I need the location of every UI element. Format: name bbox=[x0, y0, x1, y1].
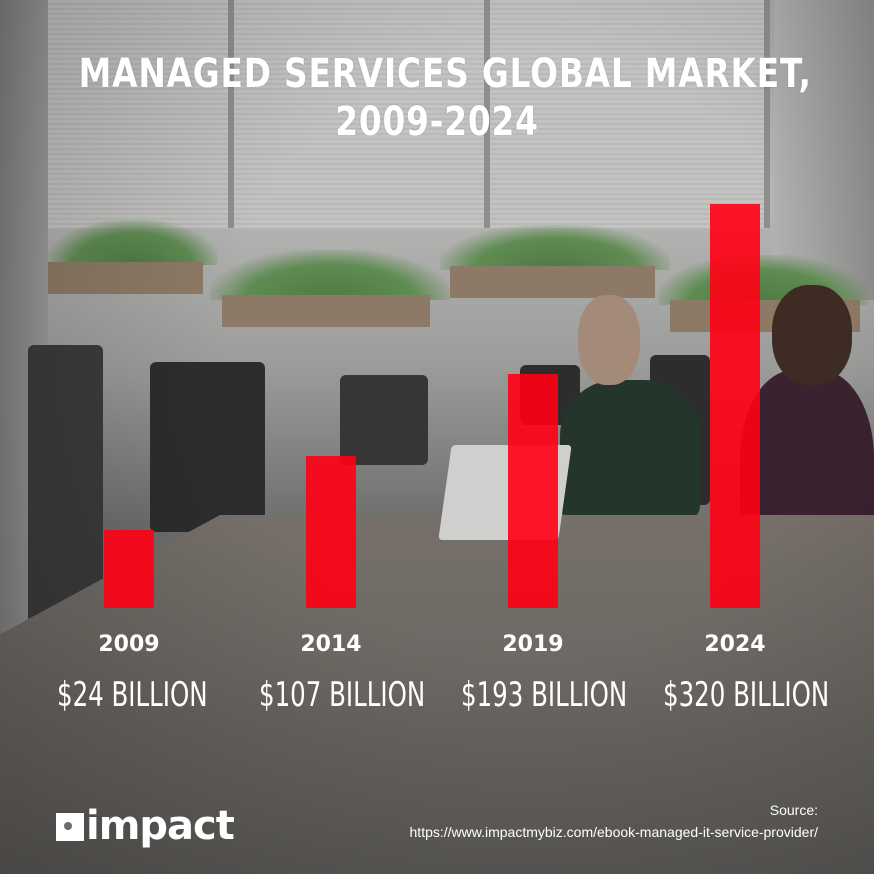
value-label: $320 BILLION bbox=[663, 675, 830, 715]
year-label: 2019 bbox=[502, 632, 564, 657]
plant bbox=[440, 225, 670, 270]
bar-2019 bbox=[508, 374, 558, 608]
title-line-2: 2009-2024 bbox=[335, 99, 539, 145]
person-head bbox=[578, 295, 640, 385]
wall-column bbox=[774, 0, 874, 300]
source-label: Source: bbox=[769, 802, 818, 818]
window-frame bbox=[228, 0, 234, 228]
planter-box bbox=[48, 262, 203, 294]
year-label: 2024 bbox=[704, 632, 766, 657]
person-head bbox=[772, 285, 852, 385]
source-citation: Source: https://www.impactmybiz.com/eboo… bbox=[410, 799, 818, 843]
office-chair bbox=[340, 375, 428, 465]
title-line-1: MANAGED SERVICES GLOBAL MARKET, bbox=[78, 51, 812, 97]
planter-box bbox=[222, 295, 430, 327]
window-frame bbox=[764, 0, 770, 228]
plant bbox=[48, 220, 218, 265]
window-blinds bbox=[48, 0, 768, 228]
bar-2024 bbox=[710, 204, 760, 608]
impact-logo-mark-icon bbox=[56, 813, 84, 841]
person-shirt bbox=[560, 380, 700, 520]
source-url: https://www.impactmybiz.com/ebook-manage… bbox=[409, 824, 818, 840]
bar-2014 bbox=[306, 456, 356, 608]
value-label: $193 BILLION bbox=[461, 675, 628, 715]
bar-2009 bbox=[104, 530, 154, 608]
chart-title: MANAGED SERVICES GLOBAL MARKET, 2009-202… bbox=[78, 50, 812, 146]
window-frame bbox=[484, 0, 490, 228]
impact-logo: impact bbox=[56, 797, 235, 849]
value-label: $24 BILLION bbox=[57, 675, 208, 715]
year-label: 2009 bbox=[98, 632, 160, 657]
planter-box bbox=[450, 266, 655, 298]
office-chair bbox=[150, 362, 265, 532]
year-label: 2014 bbox=[300, 632, 362, 657]
impact-logo-text: impact bbox=[86, 803, 235, 849]
value-label: $107 BILLION bbox=[259, 675, 426, 715]
plant bbox=[210, 250, 450, 300]
